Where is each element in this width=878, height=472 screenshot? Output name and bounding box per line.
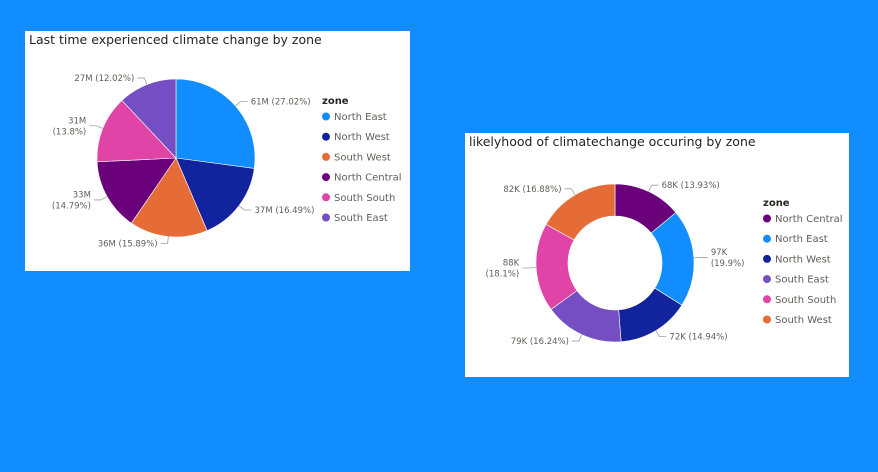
legend-title: zone [763, 198, 790, 209]
legend-marker [322, 173, 330, 182]
legend-marker [763, 254, 771, 263]
leader-line [89, 125, 103, 129]
slice-south-west[interactable] [130, 157, 208, 238]
legend-label: North Central [775, 214, 843, 225]
leader-line [137, 77, 148, 85]
legend-marker [322, 152, 330, 161]
legend-title: zone [322, 96, 349, 107]
legend-label: South South [334, 193, 395, 204]
legend-marker [322, 213, 330, 222]
legend-label: South East [334, 213, 388, 224]
slice-south-west[interactable] [545, 183, 616, 241]
leader-line [238, 205, 252, 211]
legend-item-south-east[interactable]: South East [322, 213, 388, 224]
data-label: 72K (14.94%) [669, 333, 727, 343]
donut-chart: 68K (13.93%) 97K (19.9%) 72K (14.94%) 79K (1… [486, 181, 843, 347]
legend-label: South South [775, 295, 836, 306]
legend-item-south-east[interactable]: South East [763, 275, 829, 286]
legend-marker [763, 234, 771, 243]
legend-label: South West [775, 315, 832, 326]
legend-item-north-central[interactable]: North Central [763, 214, 843, 225]
legend-item-south-west[interactable]: South West [763, 315, 832, 326]
data-label: 37M (16.49%) [255, 206, 315, 216]
legend-label: South West [334, 152, 391, 163]
legend-item-south-south[interactable]: South South [322, 193, 395, 204]
data-label: 88K (18.1%) [486, 259, 520, 280]
leader-line [160, 236, 169, 244]
data-label: 79K (16.24%) [511, 337, 569, 347]
data-label: 27M (12.02%) [74, 74, 134, 84]
data-label: 31M (13.8%) [53, 116, 87, 137]
legend-marker [322, 193, 330, 202]
legend-item-north-west[interactable]: North West [763, 254, 831, 265]
data-label: 82K (16.88%) [503, 185, 561, 195]
legend-item-north-east[interactable]: North East [763, 234, 828, 245]
leader-line [564, 188, 576, 196]
legend-label: North East [334, 112, 387, 123]
donut-chart-card: likelyhood of climatechange occuring by … [465, 133, 849, 377]
legend-marker [322, 112, 330, 121]
data-label: 97K (19.9%) [711, 248, 745, 269]
legend-label: South East [775, 275, 829, 286]
legend-label: North East [775, 234, 828, 245]
legend-item-north-east[interactable]: North East [322, 112, 387, 123]
leader-line [571, 334, 583, 342]
legend-marker [322, 132, 330, 141]
data-label: 68K (13.93%) [662, 181, 720, 191]
legend-marker [763, 214, 771, 223]
legend-item-south-west[interactable]: South West [322, 152, 391, 163]
leader-line [93, 196, 108, 201]
legend-label: North Central [334, 173, 402, 184]
legend-item-south-south[interactable]: South South [763, 295, 836, 306]
leader-line [648, 184, 659, 192]
legend-marker [763, 295, 771, 304]
data-label: 61M (27.02%) [251, 97, 311, 107]
slice-south-south[interactable] [96, 99, 177, 163]
pie-chart-title: Last time experienced climate change by … [29, 32, 322, 47]
slice-south-east[interactable] [121, 78, 177, 159]
slice-north-east[interactable] [175, 78, 256, 169]
pie-chart: 61M (27.02%) 37M (16.49%) 36M (15.89%) 33M(… [52, 74, 402, 250]
data-label: 33M (14.79%) [52, 190, 91, 211]
legend-label: North West [334, 132, 390, 143]
leader-line [235, 100, 248, 107]
leader-line [655, 330, 667, 338]
legend-marker [763, 275, 771, 284]
legend-item-north-central[interactable]: North Central [322, 173, 402, 184]
legend-label: North West [775, 254, 831, 265]
pie-chart-card: Last time experienced climate change by … [25, 31, 410, 271]
data-label: 36M (15.89%) [98, 240, 158, 250]
slice-north-central[interactable] [96, 157, 177, 224]
donut-chart-title: likelyhood of climatechange occuring by … [469, 134, 756, 149]
legend-item-north-west[interactable]: North West [322, 132, 390, 143]
legend-marker [763, 315, 771, 324]
